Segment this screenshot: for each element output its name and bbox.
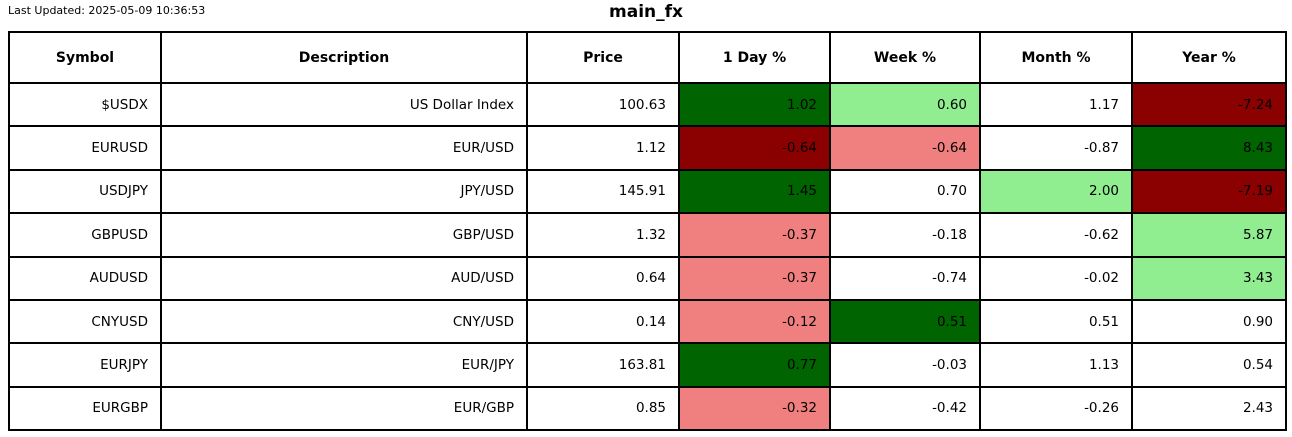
- symbol-cell: EURUSD: [8, 125, 162, 171]
- week-pct-cell: 0.70: [829, 168, 981, 215]
- col-header-symbol: Symbol: [8, 31, 162, 84]
- month-pct-cell: -0.26: [979, 385, 1133, 432]
- week-pct-cell: 0.51: [829, 298, 981, 345]
- col-header-day-pct: 1 Day %: [678, 31, 831, 84]
- month-pct-cell: -0.02: [979, 255, 1133, 301]
- week-pct-cell: -0.74: [829, 255, 981, 301]
- day-pct-cell: 1.45: [678, 168, 831, 215]
- table-row: EURUSD EUR/USD 1.12 -0.64 -0.64 -0.87 8.43: [8, 125, 1287, 171]
- week-pct-cell: 0.60: [829, 81, 981, 128]
- col-header-price: Price: [526, 31, 680, 84]
- year-pct-cell: 0.54: [1131, 342, 1287, 388]
- col-header-month-pct: Month %: [979, 31, 1133, 84]
- price-cell: 100.63: [526, 81, 680, 128]
- table-row: EURGBP EUR/GBP 0.85 -0.32 -0.42 -0.26 2.43: [8, 385, 1287, 432]
- price-cell: 1.12: [526, 125, 680, 171]
- week-pct-cell: -0.18: [829, 212, 981, 258]
- table-row: AUDUSD AUD/USD 0.64 -0.37 -0.74 -0.02 3.43: [8, 255, 1287, 301]
- symbol-cell: CNYUSD: [8, 298, 162, 345]
- description-cell: EUR/USD: [160, 125, 528, 171]
- day-pct-cell: -0.32: [678, 385, 831, 432]
- description-cell: CNY/USD: [160, 298, 528, 345]
- price-cell: 145.91: [526, 168, 680, 215]
- week-pct-cell: -0.42: [829, 385, 981, 432]
- year-pct-cell: -7.19: [1131, 168, 1287, 215]
- year-pct-cell: 3.43: [1131, 255, 1287, 301]
- day-pct-cell: 0.77: [678, 342, 831, 388]
- col-header-description: Description: [160, 31, 528, 84]
- symbol-cell: $USDX: [8, 81, 162, 128]
- month-pct-cell: 1.13: [979, 342, 1133, 388]
- table-row: CNYUSD CNY/USD 0.14 -0.12 0.51 0.51 0.90: [8, 298, 1287, 345]
- table-row: GBPUSD GBP/USD 1.32 -0.37 -0.18 -0.62 5.87: [8, 212, 1287, 258]
- symbol-cell: GBPUSD: [8, 212, 162, 258]
- month-pct-cell: -0.62: [979, 212, 1133, 258]
- fx-table: Symbol Description Price 1 Day % Week % …: [8, 31, 1287, 432]
- table-row: USDJPY JPY/USD 145.91 1.45 0.70 2.00 -7.19: [8, 168, 1287, 215]
- symbol-cell: AUDUSD: [8, 255, 162, 301]
- year-pct-cell: 0.90: [1131, 298, 1287, 345]
- week-pct-cell: -0.64: [829, 125, 981, 171]
- month-pct-cell: 1.17: [979, 81, 1133, 128]
- day-pct-cell: 1.02: [678, 81, 831, 128]
- day-pct-cell: -0.64: [678, 125, 831, 171]
- header-row: Symbol Description Price 1 Day % Week % …: [8, 31, 1287, 84]
- col-header-week-pct: Week %: [829, 31, 981, 84]
- description-cell: US Dollar Index: [160, 81, 528, 128]
- col-header-year-pct: Year %: [1131, 31, 1287, 84]
- month-pct-cell: 0.51: [979, 298, 1133, 345]
- symbol-cell: EURJPY: [8, 342, 162, 388]
- day-pct-cell: -0.37: [678, 255, 831, 301]
- table-row: $USDX US Dollar Index 100.63 1.02 0.60 1.17 -7…: [8, 81, 1287, 128]
- description-cell: EUR/GBP: [160, 385, 528, 432]
- table-body: $USDX US Dollar Index 100.63 1.02 0.60 1.17 -7…: [8, 81, 1287, 432]
- symbol-cell: USDJPY: [8, 168, 162, 215]
- description-cell: EUR/JPY: [160, 342, 528, 388]
- description-cell: GBP/USD: [160, 212, 528, 258]
- year-pct-cell: 5.87: [1131, 212, 1287, 258]
- year-pct-cell: -7.24: [1131, 81, 1287, 128]
- year-pct-cell: 8.43: [1131, 125, 1287, 171]
- month-pct-cell: 2.00: [979, 168, 1133, 215]
- day-pct-cell: -0.12: [678, 298, 831, 345]
- month-pct-cell: -0.87: [979, 125, 1133, 171]
- price-cell: 1.32: [526, 212, 680, 258]
- last-updated-label: Last Updated: 2025-05-09 10:36:53: [8, 4, 206, 17]
- week-pct-cell: -0.03: [829, 342, 981, 388]
- page-title: main_fx: [609, 2, 683, 22]
- year-pct-cell: 2.43: [1131, 385, 1287, 432]
- description-cell: AUD/USD: [160, 255, 528, 301]
- price-cell: 163.81: [526, 342, 680, 388]
- symbol-cell: EURGBP: [8, 385, 162, 432]
- description-cell: JPY/USD: [160, 168, 528, 215]
- table-header: Symbol Description Price 1 Day % Week % …: [8, 31, 1287, 84]
- table-row: EURJPY EUR/JPY 163.81 0.77 -0.03 1.13 0.54: [8, 342, 1287, 388]
- price-cell: 0.85: [526, 385, 680, 432]
- day-pct-cell: -0.37: [678, 212, 831, 258]
- price-cell: 0.14: [526, 298, 680, 345]
- price-cell: 0.64: [526, 255, 680, 301]
